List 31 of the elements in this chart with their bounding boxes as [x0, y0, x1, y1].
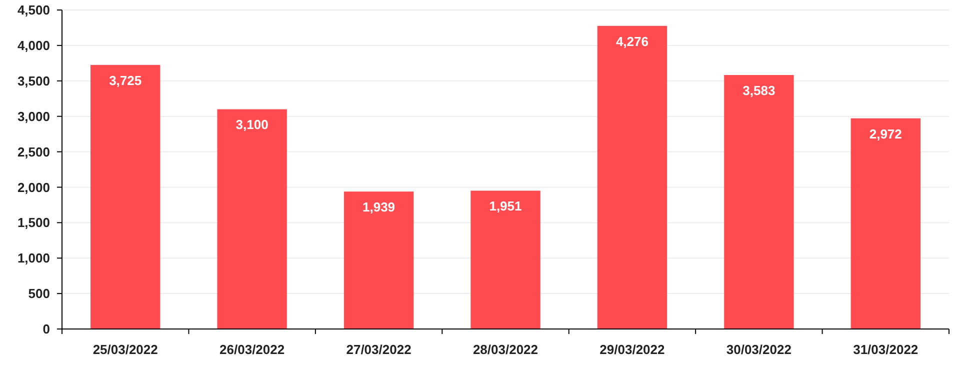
data-label: 3,725 [109, 72, 142, 88]
y-tick-label: 1,000 [17, 250, 50, 266]
y-tick-label: 1,500 [17, 215, 50, 230]
x-tick-label: 25/03/2022 [92, 342, 158, 357]
x-tick-label: 31/03/2022 [853, 342, 918, 357]
y-tick-label: 4,000 [17, 38, 50, 53]
data-label: 1,939 [362, 200, 396, 215]
x-tick-label: 26/03/2022 [220, 342, 285, 357]
bar [850, 118, 920, 329]
data-label: 2,972 [869, 126, 902, 142]
y-tick-label: 0 [42, 322, 50, 337]
data-label: 4,276 [616, 34, 648, 49]
bar [597, 26, 668, 329]
bar [90, 64, 160, 329]
y-tick-label: 3,000 [17, 108, 50, 124]
y-tick-label: 2,500 [17, 144, 50, 160]
x-tick-label: 29/03/2022 [600, 342, 665, 357]
x-tick-label: 30/03/2022 [726, 342, 792, 357]
x-tick-label: 27/03/2022 [346, 342, 412, 357]
y-tick-label: 4,500 [17, 2, 50, 18]
data-label: 1,951 [489, 198, 522, 214]
y-tick-label: 2,000 [17, 180, 50, 195]
y-tick-label: 3,500 [17, 73, 50, 88]
data-label: 3,100 [236, 117, 268, 132]
x-tick-label: 28/03/2022 [472, 342, 538, 357]
bar [724, 75, 794, 329]
bar [344, 192, 414, 329]
y-tick-label: 500 [28, 286, 50, 302]
bar [470, 190, 540, 329]
data-label: 3,583 [742, 83, 776, 98]
bar [217, 109, 287, 329]
